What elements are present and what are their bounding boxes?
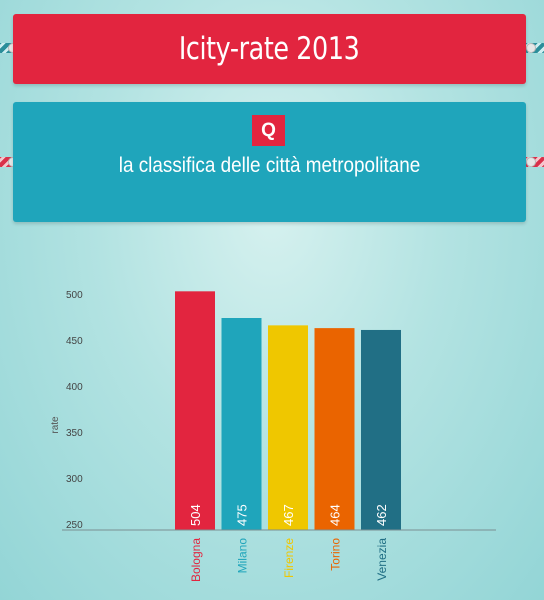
y-axis-ticks: 250 300 350 400 450 500 <box>66 290 83 531</box>
bar <box>314 328 355 530</box>
x-category-label: Firenze <box>282 538 296 578</box>
bar <box>268 325 308 530</box>
page-title: Icity-rate 2013 <box>179 31 360 67</box>
y-tick-label: 450 <box>66 336 83 347</box>
bar <box>221 318 262 530</box>
y-axis-label: rate <box>50 416 61 434</box>
q-logo-badge: Q <box>252 115 285 146</box>
bar <box>361 329 401 530</box>
rope-ring <box>526 157 536 167</box>
bar-value-label: 462 <box>374 504 389 526</box>
bar-value-label: 464 <box>328 504 343 526</box>
bar-value-label: 467 <box>281 504 296 526</box>
y-tick-label: 400 <box>66 382 83 393</box>
y-tick-label: 300 <box>66 474 83 485</box>
bar-chart: 250 300 350 400 450 500 rate 504 Bologna 475 Mil… <box>50 290 496 582</box>
bar <box>175 291 215 530</box>
bars: 504 Bologna 475 Milano 467 Firenze 464 Torino 46… <box>175 291 401 582</box>
x-category-label: Torino <box>329 538 343 571</box>
x-category-label: Venezia <box>375 538 389 581</box>
y-tick-label: 250 <box>66 520 83 531</box>
bar-value-label: 475 <box>235 504 250 526</box>
y-tick-label: 500 <box>66 290 83 301</box>
title-banner: Icity-rate 2013 <box>13 14 526 84</box>
subtitle-banner: Q la classifica delle città metropolitan… <box>13 102 526 222</box>
y-tick-label: 350 <box>66 428 83 439</box>
page-subtitle: la classifica delle città metropolitane <box>118 154 421 177</box>
x-category-label: Milano <box>236 538 250 574</box>
bar-value-label: 504 <box>188 504 203 526</box>
rope-ring <box>526 43 536 53</box>
x-category-label: Bologna <box>189 538 203 582</box>
